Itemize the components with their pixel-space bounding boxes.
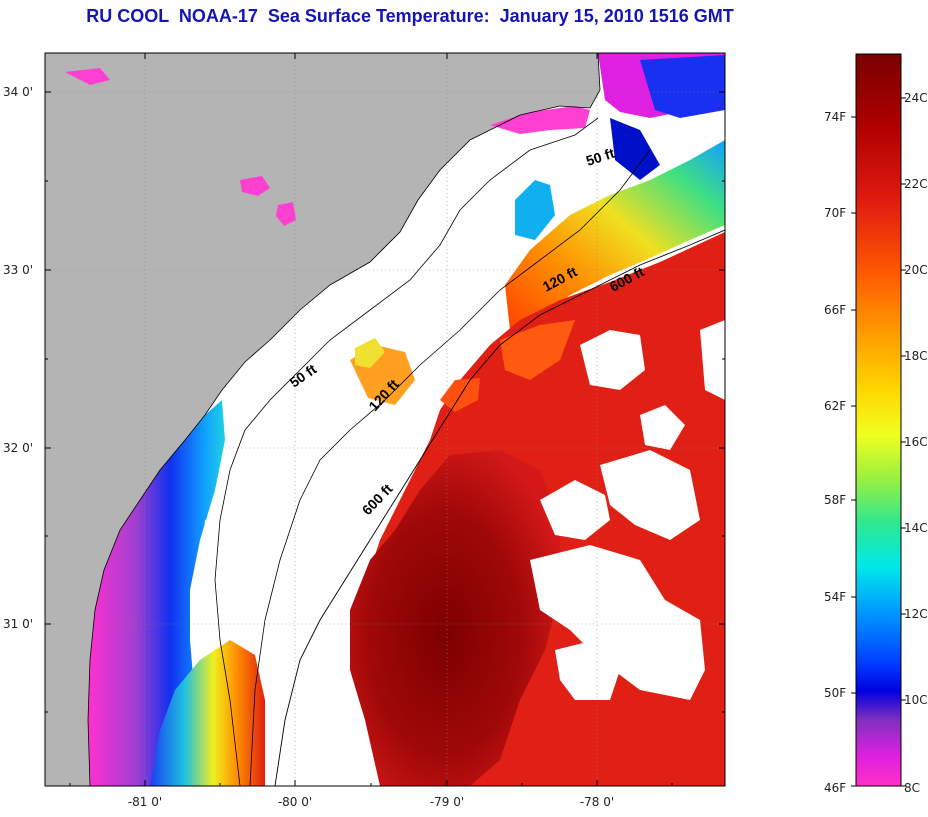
lon-label-81: -81 0' [128,795,162,809]
map-panel [45,53,725,786]
land-mass [45,53,600,786]
colorbar-f-46: 46F [824,781,846,795]
isobath-50ft [214,117,599,786]
colorbar-c-12: 12C [904,607,928,621]
cloud-offshore-2 [540,480,610,540]
colorbar-f-70: 70F [824,206,846,220]
colorbar-f-58: 58F [824,493,846,507]
sst-inland-blob-3 [65,68,110,85]
sst-warm-core [350,450,560,786]
map-frame [44,52,726,787]
lon-label-79: -79 0' [430,795,464,809]
cloud-shelf-mid [200,510,260,620]
sst-south-warm [150,640,265,786]
colorbar-f-62: 62F [824,399,846,413]
cloud-offshore-7 [700,320,725,400]
sst-midshelf-patch2 [355,338,385,368]
colorbar-f-74: 74F [824,110,846,124]
coastline [87,53,601,786]
sst-northeast-blue [640,55,725,118]
colorbar-c-8: 8C [904,781,920,795]
colorbar-gradient [855,53,902,787]
colorbar-c-22: 22C [904,177,928,191]
sst-inland-blob-2 [276,202,296,226]
cloud-offshore-6 [555,640,620,700]
sst-north-front [505,140,725,330]
colorbar-c-14: 14C [904,521,928,535]
lat-label-31: 31 0' [3,617,33,631]
colorbar-f-50: 50F [824,686,846,700]
sst-inland-blob-1 [240,176,270,196]
map-title: RU COOL NOAA-17 Sea Surface Temperature:… [86,6,734,26]
colorbar-c-18: 18C [904,349,928,363]
colorbar-c-20: 20C [904,263,928,277]
colorbar-f-66: 66F [824,303,846,317]
lat-label-33: 33 0' [3,263,33,277]
lon-label-78: -78 0' [580,795,614,809]
colorbar-c-10: 10C [904,693,928,707]
cloud-offshore-5 [530,545,705,700]
colorbar-c-24: 24C [904,91,928,105]
cloud-offshore-1 [580,330,645,390]
sst-midshelf-patch3 [440,378,480,412]
colorbar-f-54: 54F [824,590,846,604]
sst-orange-edge [500,320,575,380]
tick-marks [45,53,725,786]
lat-label-34: 34 0' [3,85,33,99]
sst-coastal-north [490,106,590,134]
sst-north-cyan-patch [515,180,555,240]
cloud-offshore-4 [640,405,685,450]
colorbar-c-16: 16C [904,435,928,449]
isobath-600ft [274,229,725,786]
isobath-120ft [249,149,651,786]
graticule [45,53,725,786]
lon-label-80: -80 0' [278,795,312,809]
cloud-offshore-3 [600,450,700,540]
colorbar: 74F 70F 66F 62F 58F 54F 50F 46F 24C 22C … [824,53,928,795]
colorbar-ticks [851,97,906,787]
lat-label-32: 32 0' [3,441,33,455]
sst-northeast-blue2 [610,118,660,180]
